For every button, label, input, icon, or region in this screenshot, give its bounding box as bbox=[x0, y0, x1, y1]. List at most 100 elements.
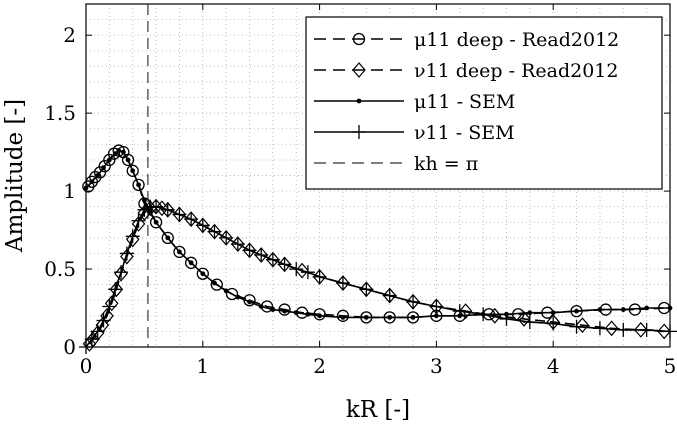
plus-marker bbox=[207, 224, 222, 239]
plus-marker bbox=[592, 321, 607, 336]
circle-marker bbox=[352, 32, 366, 46]
circle-marker bbox=[121, 153, 135, 167]
series-markers-3 bbox=[83, 148, 673, 320]
plus-marker bbox=[289, 262, 304, 277]
legend-box bbox=[305, 16, 663, 190]
dot-marker bbox=[574, 308, 579, 314]
y-tick-label: 1 bbox=[63, 179, 76, 203]
x-tick-label: 0 bbox=[80, 354, 93, 378]
dot-marker bbox=[142, 198, 147, 203]
plus-marker bbox=[352, 125, 366, 139]
plus-marker bbox=[616, 322, 631, 337]
circle-marker bbox=[126, 164, 139, 177]
circle-marker bbox=[628, 303, 642, 316]
circle-marker bbox=[93, 166, 107, 179]
plus-marker bbox=[277, 257, 292, 272]
dot-marker bbox=[130, 168, 136, 174]
y-tick-label: 1.5 bbox=[44, 101, 76, 125]
legend-marker-2 bbox=[352, 62, 366, 78]
diamond-marker bbox=[458, 303, 473, 320]
diamond-marker bbox=[120, 248, 134, 265]
diamond-marker bbox=[104, 295, 119, 312]
plus-marker bbox=[312, 269, 327, 284]
plus-marker bbox=[265, 252, 280, 267]
dot-marker bbox=[106, 157, 112, 163]
circle-marker bbox=[103, 153, 116, 167]
dot-marker bbox=[188, 260, 194, 266]
diamond-marker bbox=[254, 247, 268, 263]
circle-marker bbox=[383, 311, 396, 324]
x-tick-label: 4 bbox=[547, 354, 560, 378]
diamond-marker bbox=[100, 307, 114, 324]
diamond-marker bbox=[143, 200, 158, 217]
plus-marker bbox=[149, 199, 164, 214]
plus-marker bbox=[96, 313, 111, 328]
circle-marker bbox=[173, 245, 186, 259]
legend-label-4: ν11 - SEM bbox=[414, 122, 515, 144]
diamond-marker bbox=[184, 211, 198, 228]
series-markers-4 bbox=[79, 199, 677, 354]
plus-marker bbox=[639, 322, 654, 337]
plus-marker bbox=[184, 212, 199, 227]
y-tick-label: 2 bbox=[63, 23, 76, 47]
diamond-marker bbox=[149, 198, 163, 215]
x-tick-label: 3 bbox=[430, 354, 443, 378]
dot-marker bbox=[247, 299, 252, 305]
dot-marker bbox=[112, 151, 118, 157]
legend-label-3: μ11 - SEM bbox=[414, 91, 515, 113]
dot-marker bbox=[305, 311, 311, 317]
x-tick-label: 1 bbox=[196, 354, 209, 378]
circle-marker bbox=[161, 231, 174, 245]
plus-marker bbox=[102, 299, 117, 314]
diamond-marker bbox=[312, 268, 327, 285]
legend-marker-1 bbox=[352, 32, 366, 46]
plus-marker bbox=[254, 248, 269, 263]
plus-marker bbox=[125, 229, 140, 244]
dot-marker bbox=[340, 314, 346, 320]
plus-marker bbox=[90, 324, 105, 339]
dot-marker bbox=[200, 271, 206, 277]
plus-marker bbox=[522, 315, 537, 330]
plus-marker bbox=[108, 282, 123, 297]
plus-marker bbox=[476, 307, 491, 322]
plus-marker bbox=[499, 311, 514, 326]
dot-marker bbox=[165, 235, 171, 241]
dot-marker bbox=[550, 310, 556, 316]
circle-marker bbox=[406, 311, 420, 324]
dot-marker bbox=[89, 179, 95, 185]
dot-marker bbox=[95, 173, 101, 178]
circle-marker bbox=[360, 311, 373, 324]
legend-label-2: ν11 deep - Read2012 bbox=[414, 60, 618, 82]
plus-marker bbox=[546, 316, 561, 331]
diamond-marker bbox=[352, 62, 366, 78]
dot-marker bbox=[527, 310, 533, 316]
circle-marker bbox=[149, 216, 163, 229]
diamond-marker bbox=[219, 229, 233, 246]
dot-marker bbox=[356, 98, 362, 104]
diamond-marker bbox=[488, 307, 502, 324]
legend: μ11 deep - Read2012 ν11 deep - Read2012 μ1… bbox=[305, 16, 663, 190]
circle-marker bbox=[570, 304, 583, 318]
plus-marker bbox=[242, 243, 257, 258]
diamond-marker bbox=[634, 321, 648, 338]
marker-layer bbox=[79, 144, 677, 354]
y-tick-label: 0 bbox=[63, 335, 76, 359]
plus-marker bbox=[452, 304, 467, 319]
dot-marker bbox=[116, 148, 122, 153]
dot-marker bbox=[177, 249, 182, 255]
plus-marker bbox=[84, 332, 99, 347]
plus-marker bbox=[359, 282, 374, 297]
plus-marker bbox=[114, 265, 129, 280]
dot-marker bbox=[282, 308, 287, 314]
dot-marker bbox=[270, 307, 276, 312]
plus-marker bbox=[382, 288, 397, 303]
diamond-marker bbox=[266, 251, 280, 268]
circle-marker bbox=[278, 303, 291, 316]
circle-marker bbox=[98, 159, 111, 173]
diamond-marker bbox=[114, 265, 128, 282]
diamond-marker bbox=[131, 215, 146, 232]
plus-marker bbox=[137, 202, 152, 217]
plus-marker bbox=[219, 230, 234, 245]
diamond-marker bbox=[125, 231, 140, 248]
